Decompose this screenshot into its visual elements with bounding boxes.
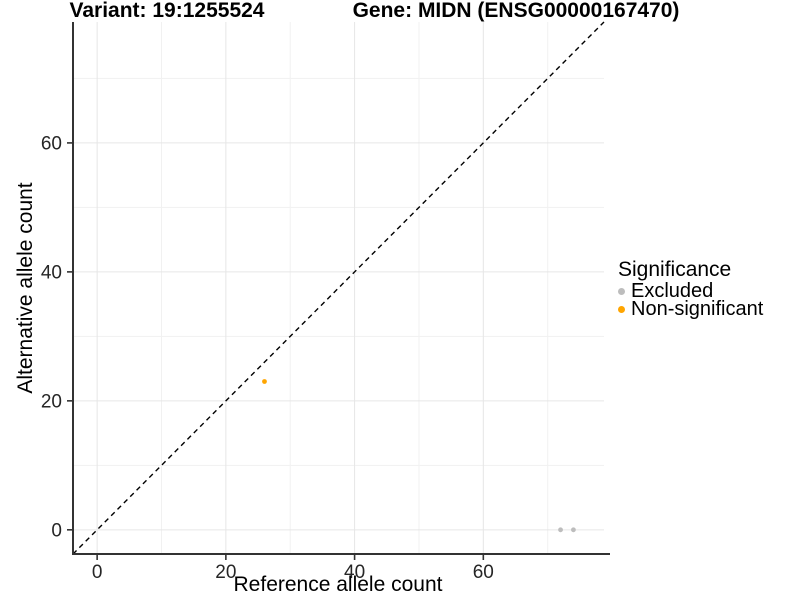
legend: Significance Excluded Non-significant [618,258,764,320]
data-point-excluded [558,527,563,533]
y-tick-label: 60 [41,133,62,154]
legend-item-label: Excluded [631,280,714,303]
y-axis-title: Alternative allele count [14,182,37,394]
x-axis-title: Reference allele count [233,573,443,596]
x-tick-label: 0 [92,562,103,583]
x-tick-label: 40 [344,562,365,583]
legend-title: Significance [618,258,732,281]
legend-item-excluded: Excluded [618,280,763,303]
legend-items: Excluded Non-significant [618,280,764,320]
x-tick-label: 20 [215,562,236,583]
plot-title-variant: Variant: 19:1255524 [69,0,265,22]
identity-line [72,21,605,555]
legend-dot-icon [618,288,625,296]
legend-item-label: Non-significant [631,297,764,320]
y-tick-label: 20 [41,391,62,412]
legend-dot-icon [618,305,625,313]
y-tick-label: 40 [41,262,62,283]
x-tick-label: 60 [473,562,494,583]
y-tick-label: 0 [51,520,62,541]
plot-title-gene: Gene: MIDN (ENSG00000167470) [352,0,680,22]
legend-item-non-significant: Non-significant [618,297,764,320]
data-point-non-significant [262,379,267,384]
data-point-excluded [571,527,576,533]
